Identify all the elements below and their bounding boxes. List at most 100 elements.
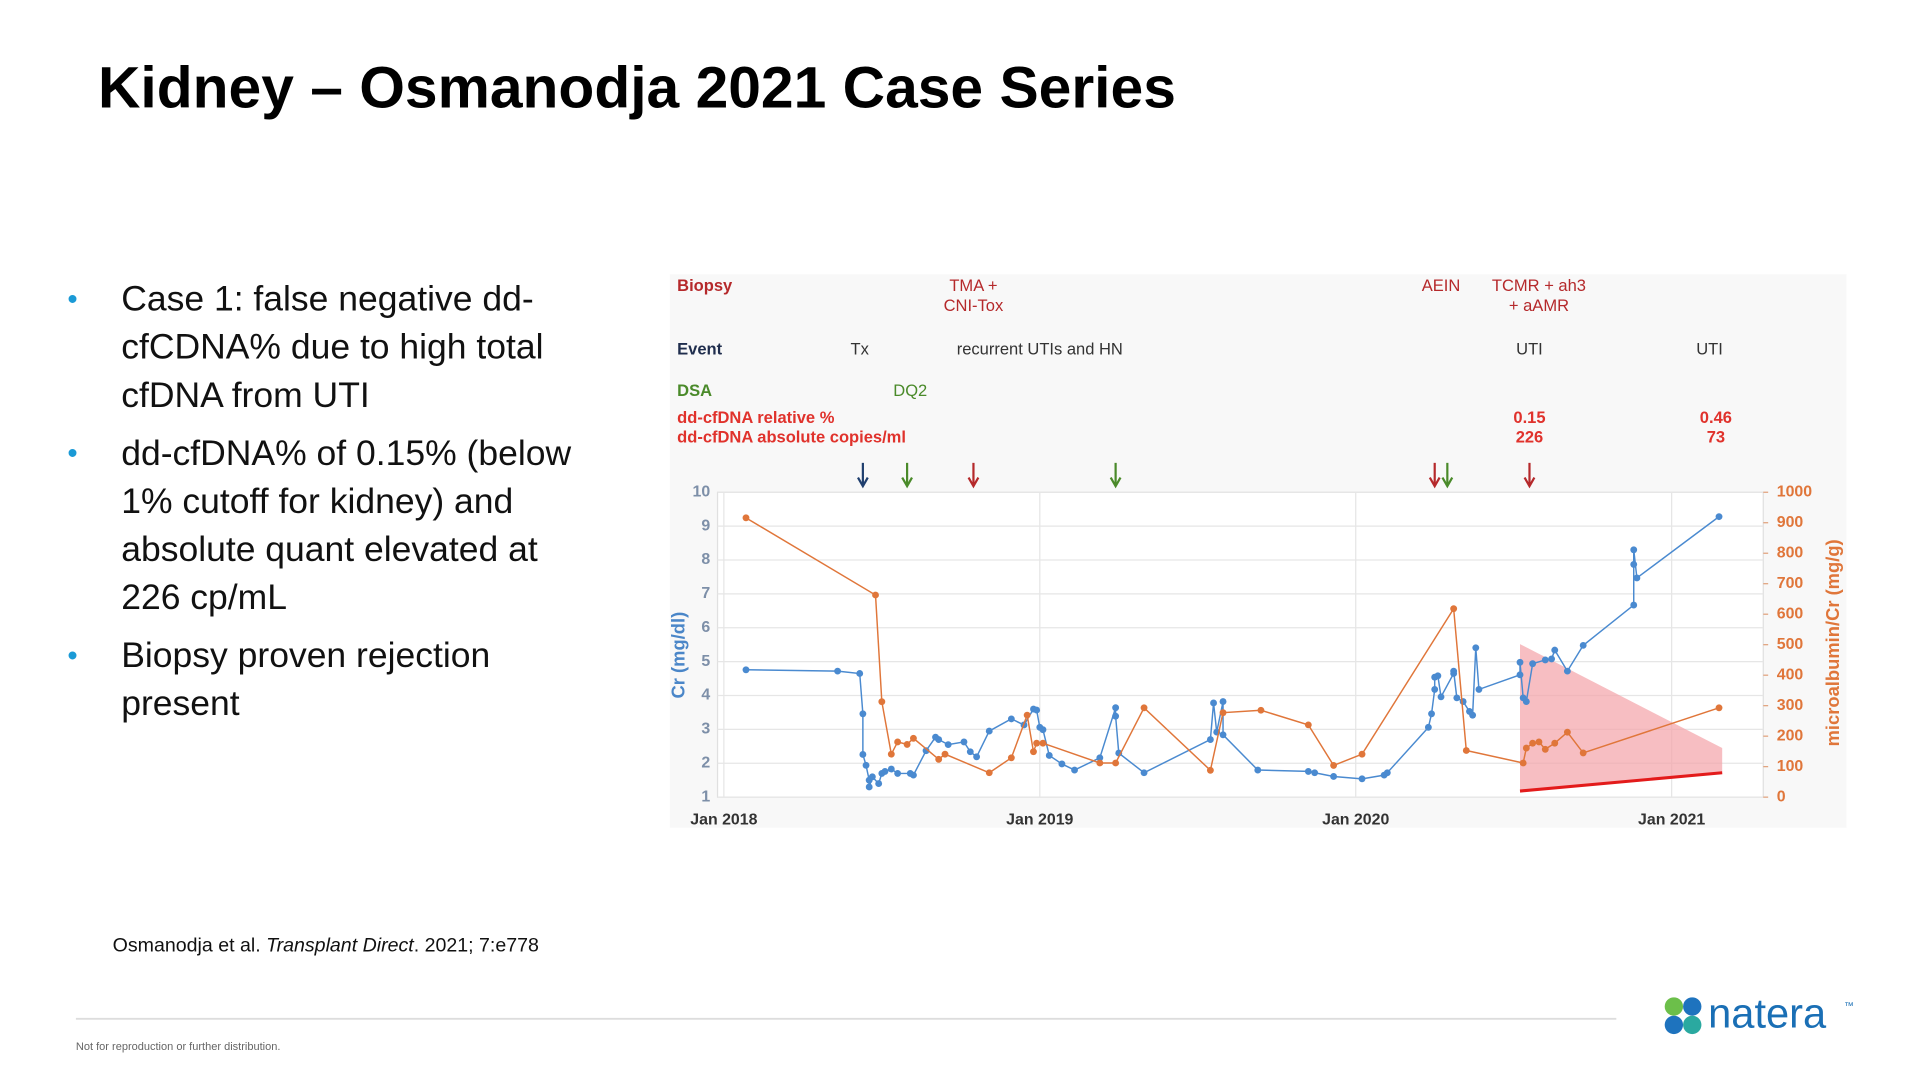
data-point — [935, 736, 943, 743]
data-point — [742, 514, 750, 522]
event-arrow — [1109, 462, 1122, 489]
data-point — [1437, 693, 1445, 701]
data-point — [1633, 574, 1641, 582]
data-point — [1459, 698, 1467, 706]
data-point — [1579, 641, 1587, 649]
citation: Osmanodja et al. Transplant Direct. 2021… — [113, 935, 539, 957]
data-point — [1453, 694, 1461, 702]
citation-authors: Osmanodja et al. — [113, 935, 266, 957]
y2-tick-label: 800 — [1777, 544, 1804, 561]
logo-trademark: ™ — [1844, 1001, 1854, 1012]
bullet-marker: • — [67, 437, 77, 470]
data-point — [1522, 698, 1530, 706]
data-point — [1563, 667, 1571, 675]
data-point — [1023, 711, 1031, 719]
x-tick-label: Jan 2019 — [1006, 812, 1073, 829]
data-point — [1522, 744, 1530, 752]
data-point — [1551, 739, 1559, 747]
logo-icon — [1664, 997, 1702, 1035]
data-point — [1033, 739, 1041, 747]
data-point — [922, 747, 930, 755]
citation-details: . 2021; 7:e778 — [414, 935, 539, 957]
data-point — [894, 738, 902, 746]
data-point — [1058, 760, 1066, 768]
data-point — [1330, 762, 1338, 769]
logo-dot — [1664, 997, 1684, 1016]
bullet-line: cfDNA from UTI — [121, 375, 370, 415]
data-point — [1715, 513, 1723, 521]
annotation-value: 226 — [1516, 428, 1544, 447]
data-point — [1529, 660, 1537, 668]
data-point — [1033, 706, 1041, 714]
y-tick-label: 1 — [701, 788, 710, 805]
annotation-text: TCMR + ah3 — [1492, 276, 1586, 295]
data-point — [875, 780, 883, 788]
data-point — [1030, 748, 1037, 756]
logo-dot — [1664, 1015, 1684, 1035]
data-point — [941, 750, 949, 758]
data-point — [1469, 711, 1477, 719]
data-point — [1548, 655, 1556, 663]
y-tick-label: 10 — [693, 483, 711, 500]
data-point — [1219, 731, 1227, 739]
annotation-text: TMA + — [949, 276, 997, 295]
bullet-line: present — [121, 683, 240, 723]
data-point — [859, 751, 867, 758]
x-tick-label: Jan 2021 — [1638, 812, 1705, 829]
data-point — [856, 670, 864, 677]
annotation-text: recurrent UTIs and HN — [957, 340, 1123, 359]
arrow-head — [1441, 477, 1454, 489]
y-tick-label: 6 — [701, 619, 710, 636]
data-point — [909, 771, 917, 779]
y-tick-label: 2 — [701, 754, 710, 771]
arrow-head — [967, 477, 980, 489]
data-point — [1140, 704, 1148, 712]
data-point — [1630, 601, 1638, 609]
data-point — [1206, 766, 1214, 774]
data-point — [935, 755, 943, 763]
logo-text: natera — [1708, 989, 1827, 1036]
data-point — [1096, 754, 1104, 762]
data-point — [1311, 769, 1319, 777]
annotation-text: + aAMR — [1509, 296, 1569, 315]
event-arrow — [1523, 462, 1536, 489]
arrow-head — [1428, 477, 1441, 489]
data-point — [1535, 738, 1543, 746]
y-tick-label: 9 — [701, 517, 710, 534]
data-point — [909, 734, 917, 742]
data-point — [1112, 712, 1120, 720]
data-point — [1007, 715, 1015, 723]
data-point — [1304, 721, 1312, 729]
y-tick-label: 7 — [701, 585, 710, 602]
row-label: dd-cfDNA absolute copies/ml — [677, 428, 906, 447]
data-point — [1630, 560, 1638, 568]
y2-tick-label: 1000 — [1777, 483, 1813, 500]
data-point — [865, 783, 873, 791]
logo-dot — [1683, 1015, 1702, 1035]
arrow-head — [857, 477, 869, 489]
annotation-text: Tx — [851, 340, 870, 359]
data-point — [1579, 749, 1587, 757]
logo-dot — [1683, 997, 1702, 1016]
data-point — [1257, 706, 1265, 714]
footer-note: Not for reproduction or further distribu… — [76, 1041, 281, 1053]
citation-journal: Transplant Direct — [266, 935, 415, 957]
event-arrow — [1441, 462, 1454, 489]
data-point — [944, 741, 952, 749]
bullet-marker: • — [67, 283, 77, 316]
data-point — [985, 769, 993, 777]
data-point — [1112, 759, 1120, 767]
data-point — [1431, 685, 1439, 693]
data-point — [1007, 754, 1015, 762]
data-point — [1434, 672, 1442, 680]
x-tick-label: Jan 2020 — [1322, 812, 1389, 829]
row-label: Event — [677, 340, 722, 359]
data-point — [887, 765, 895, 773]
data-point — [1096, 759, 1104, 767]
y-tick-label: 4 — [701, 687, 710, 704]
data-point — [834, 667, 842, 675]
confidence-band — [1520, 644, 1723, 792]
data-point — [862, 761, 870, 769]
data-point — [1541, 656, 1549, 664]
y2-tick-label: 600 — [1777, 605, 1804, 622]
